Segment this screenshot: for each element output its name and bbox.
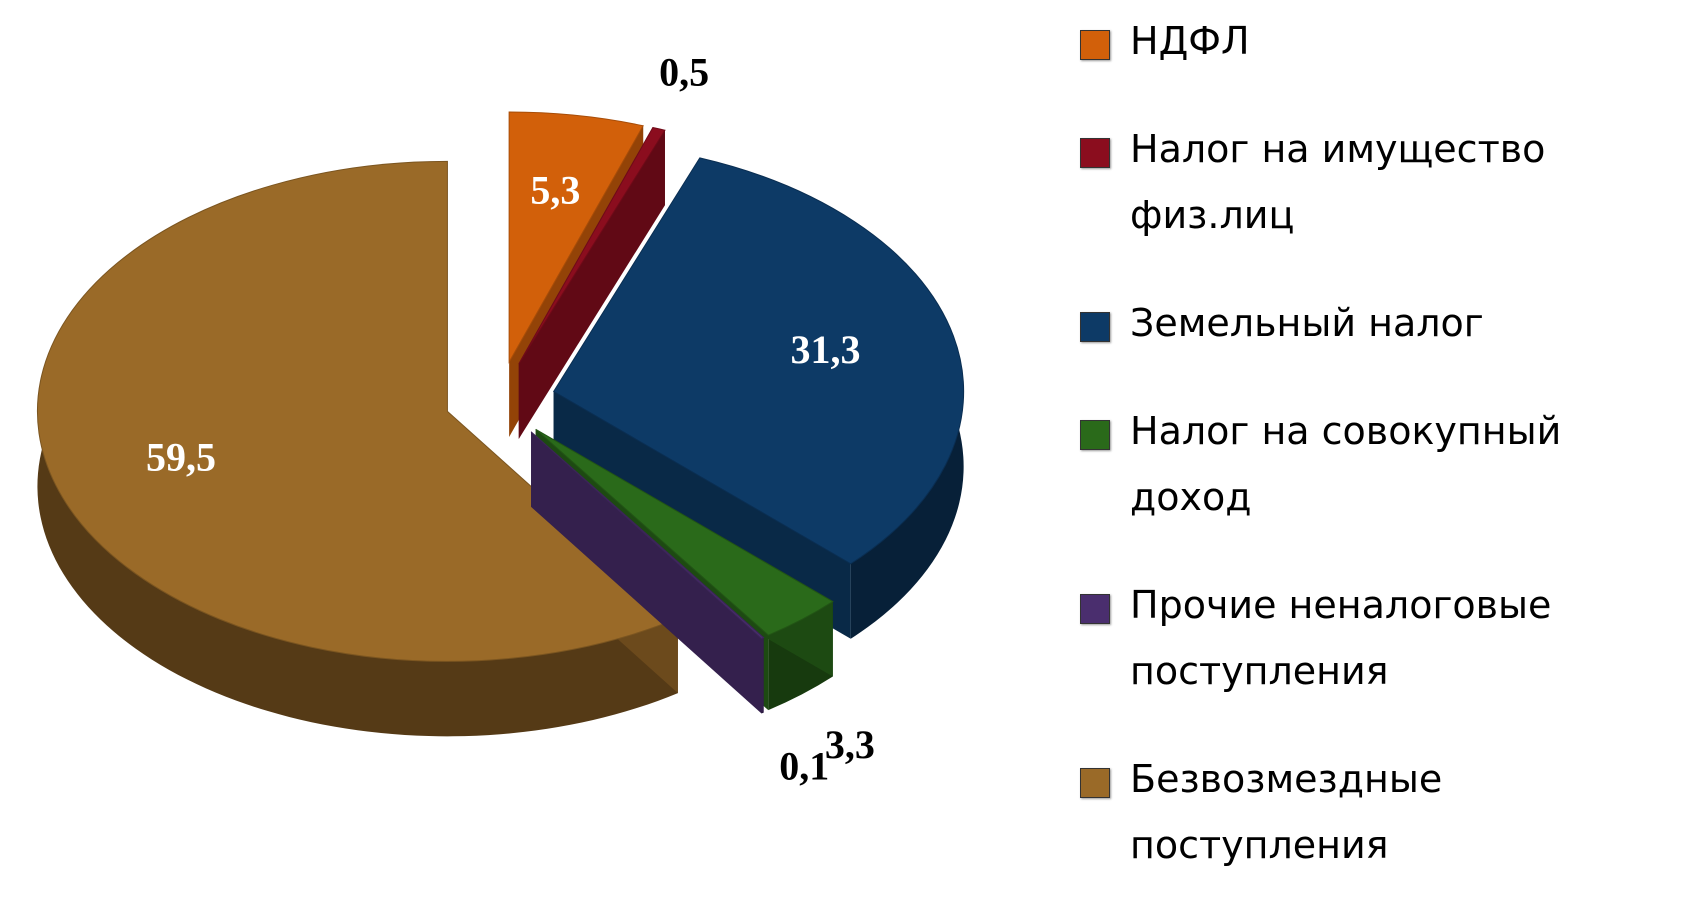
legend-swatch (1080, 138, 1110, 168)
value-label: 0,5 (659, 50, 709, 95)
value-label: 0,1 (779, 743, 829, 788)
value-label: 5,3 (530, 168, 580, 213)
slice-side (531, 431, 762, 714)
legend-swatch (1080, 420, 1110, 450)
chart: 5,3 0,5 31,3 3,30,1 59,5 (36, 50, 965, 788)
slice (552, 157, 965, 565)
slice (36, 160, 679, 662)
legend-item: НДФЛ (1080, 8, 1600, 74)
legend-swatch (1080, 768, 1110, 798)
legend-label: Налог на совокупный доход (1130, 409, 1562, 519)
legend-item: Земельный налог (1080, 290, 1600, 356)
legend-item: Безвозмездные поступления (1080, 746, 1600, 878)
legend-item: Прочие неналоговые поступления (1080, 572, 1600, 704)
legend-item: Налог на совокупный доход (1080, 398, 1600, 530)
slice (518, 126, 666, 365)
slice (535, 428, 834, 636)
legend-label: Земельный налог (1130, 301, 1484, 345)
slice (508, 111, 644, 364)
legend-swatch (1080, 594, 1110, 624)
slice-side (518, 130, 665, 439)
legend-item: Налог на имущество физ.лиц (1080, 116, 1600, 248)
legend-swatch (1080, 312, 1110, 342)
legend-label: НДФЛ (1130, 19, 1250, 63)
legend: НДФЛ Налог на имущество физ.лиц Земельный … (1080, 8, 1680, 920)
value-label: 59,5 (146, 434, 216, 479)
slice-side (37, 161, 678, 737)
page: 5,3 0,5 31,3 3,3 0,1 59,5 НДФЛ Налог на имущес… (36, 19, 1562, 867)
value-label: 31,3 (791, 327, 861, 372)
legend-label: Налог на имущество физ.лиц (1130, 127, 1546, 237)
slice (530, 431, 765, 640)
legend-label: Прочие неналоговые поступления (1130, 583, 1552, 693)
value-label: 3,3 (825, 722, 875, 767)
legend-label: Безвозмездные поступления (1130, 757, 1443, 867)
legend-swatch (1080, 30, 1110, 60)
